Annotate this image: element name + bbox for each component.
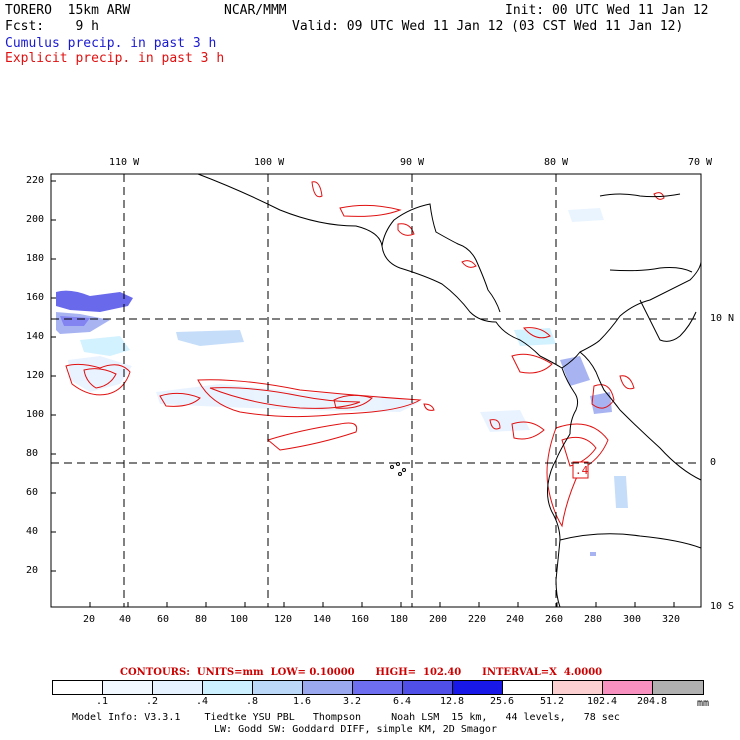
x-tick: 60 bbox=[157, 614, 170, 625]
x-tick: 260 bbox=[545, 614, 564, 625]
high-label: .4 bbox=[575, 464, 589, 477]
colorbar-label: 12.8 bbox=[439, 696, 465, 707]
colorbar-label: .2 bbox=[145, 696, 159, 707]
colorbar-label: .8 bbox=[245, 696, 259, 707]
colorbar-box bbox=[253, 681, 303, 694]
x-tick: 180 bbox=[390, 614, 409, 625]
x-tick: 320 bbox=[662, 614, 681, 625]
colorbar bbox=[52, 680, 704, 695]
lat-label-10s: 10 S bbox=[710, 601, 735, 612]
colorbar-box bbox=[453, 681, 503, 694]
contours-text: CONTOURS: UNITS=mm LOW= 0.10000 HIGH= 10… bbox=[120, 667, 603, 678]
y-tick: 120 bbox=[26, 370, 45, 381]
center-label: NCAR/MMM bbox=[224, 3, 287, 18]
x-tick: 80 bbox=[195, 614, 208, 625]
colorbar-unit: mm bbox=[697, 698, 710, 709]
high-label-box bbox=[572, 461, 589, 479]
colorbar-label: 3.2 bbox=[342, 696, 362, 707]
y-tick: 220 bbox=[26, 175, 45, 186]
x-tick: 300 bbox=[623, 614, 642, 625]
colorbar-box bbox=[153, 681, 203, 694]
colorbar-label: 102.4 bbox=[586, 696, 618, 707]
y-tick: 40 bbox=[26, 526, 39, 537]
init-time: Init: 00 UTC Wed 11 Jan 12 bbox=[505, 3, 709, 18]
colorbar-box bbox=[653, 681, 703, 694]
y-tick: 200 bbox=[26, 214, 45, 225]
colorbar-box bbox=[303, 681, 353, 694]
lon-label-90w: 90 W bbox=[400, 157, 425, 168]
lat-label-0: 0 bbox=[710, 457, 717, 468]
x-tick: 240 bbox=[506, 614, 525, 625]
y-tick: 140 bbox=[26, 331, 45, 342]
x-tick-marks bbox=[89, 602, 675, 607]
x-tick: 140 bbox=[313, 614, 332, 625]
colorbar-box bbox=[203, 681, 253, 694]
cumulus-precip bbox=[56, 208, 628, 556]
x-tick: 100 bbox=[230, 614, 249, 625]
colorbar-label: 51.2 bbox=[539, 696, 565, 707]
y-tick: 100 bbox=[26, 409, 45, 420]
y-tick-marks bbox=[51, 180, 56, 572]
legend-cumulus: Cumulus precip. in past 3 h bbox=[5, 36, 217, 51]
y-tick: 160 bbox=[26, 292, 45, 303]
colorbar-label: .1 bbox=[95, 696, 109, 707]
x-tick: 200 bbox=[429, 614, 448, 625]
valid-time: Valid: 09 UTC Wed 11 Jan 12 (03 CST Wed … bbox=[292, 19, 684, 34]
colorbar-box bbox=[403, 681, 453, 694]
map-frame bbox=[50, 173, 702, 608]
colorbar-box bbox=[553, 681, 603, 694]
y-tick: 180 bbox=[26, 253, 45, 264]
lon-label-100w: 100 W bbox=[254, 157, 285, 168]
colorbar-box bbox=[503, 681, 553, 694]
y-tick: 60 bbox=[26, 487, 39, 498]
model-info-line1: Model Info: V3.3.1 Tiedtke YSU PBL Thomp… bbox=[72, 712, 620, 723]
model-info-line2: LW: Godd SW: Goddard DIFF, simple KM, 2D… bbox=[214, 724, 497, 735]
colorbar-box bbox=[603, 681, 653, 694]
islands bbox=[390, 462, 406, 476]
lon-label-110w: 110 W bbox=[109, 157, 140, 168]
forecast-hour: Fcst: 9 h bbox=[5, 19, 99, 34]
colorbar-label: 204.8 bbox=[636, 696, 668, 707]
x-tick: 220 bbox=[468, 614, 487, 625]
lon-label-70w: 70 W bbox=[688, 157, 713, 168]
x-tick: 160 bbox=[351, 614, 370, 625]
colorbar-label: 6.4 bbox=[392, 696, 412, 707]
lat-label-10n: 10 N bbox=[710, 313, 735, 324]
y-tick: 20 bbox=[26, 565, 39, 576]
x-tick: 20 bbox=[83, 614, 96, 625]
model-title: TORERO 15km ARW bbox=[5, 3, 131, 18]
x-tick: 280 bbox=[584, 614, 603, 625]
colorbar-box bbox=[53, 681, 103, 694]
colorbar-box bbox=[103, 681, 153, 694]
lon-label-80w: 80 W bbox=[544, 157, 569, 168]
colorbar-label: .4 bbox=[195, 696, 209, 707]
colorbar-box bbox=[353, 681, 403, 694]
colorbar-label: 1.6 bbox=[292, 696, 312, 707]
x-tick: 120 bbox=[274, 614, 293, 625]
y-tick: 80 bbox=[26, 448, 39, 459]
colorbar-label: 25.6 bbox=[489, 696, 515, 707]
explicit-precip bbox=[65, 181, 665, 528]
x-tick: 40 bbox=[119, 614, 132, 625]
legend-explicit: Explicit precip. in past 3 h bbox=[5, 51, 225, 66]
grid-lines bbox=[51, 174, 701, 607]
